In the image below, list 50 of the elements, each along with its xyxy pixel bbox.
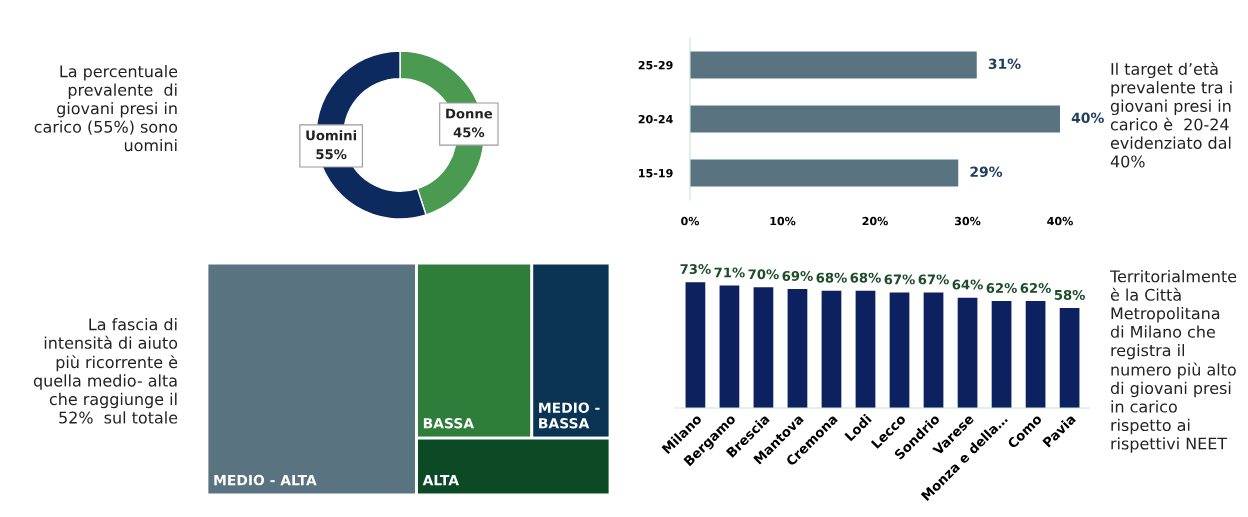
data-label: 73%	[680, 264, 711, 275]
bar	[787, 289, 808, 408]
category-label: MEDIO - ALTA	[214, 474, 317, 486]
slice-label: Donne	[446, 108, 493, 119]
text: La fascia di intensità di aiuto più ricorrente è quella medio- alta che raggiunge il 52% sul totale	[33, 318, 178, 424]
bar	[719, 285, 740, 408]
y-tick-label: 20-24	[638, 114, 673, 124]
category-label: ALTA	[422, 475, 459, 486]
bar	[1059, 308, 1080, 408]
text: Territorialmente è la Città Metropolitana di Milano che registra il numero più alto di giovani presi in carico rispetto ai rispettivi NEET	[1109, 270, 1237, 453]
data-label: 55%	[316, 149, 347, 160]
bar	[923, 292, 944, 408]
data-label: 68%	[816, 272, 847, 283]
bar	[855, 290, 876, 408]
category-label: BASSA	[423, 418, 474, 429]
data-label: 62%	[1020, 283, 1051, 293]
data-label: 70%	[748, 269, 779, 280]
bar	[753, 287, 774, 408]
data-label: 31%	[988, 58, 1021, 70]
data-label: 71%	[714, 267, 745, 278]
x-tick-label: 40%	[1047, 216, 1073, 226]
bar	[690, 159, 959, 187]
y-tick-label: 25-29	[638, 60, 673, 70]
data-label: 29%	[970, 166, 1003, 178]
data-label: 62%	[986, 283, 1017, 293]
bar	[685, 282, 706, 408]
bar	[889, 292, 910, 408]
category-label: MEDIO - BASSA	[539, 402, 600, 429]
bar	[1025, 301, 1046, 408]
x-tick-label: 10%	[770, 216, 796, 226]
data-label: 40%	[1071, 112, 1104, 124]
x-tick-label: 0%	[681, 216, 700, 226]
slice-label: Uomini	[306, 130, 357, 141]
bar	[821, 290, 842, 408]
data-label: 67%	[918, 274, 949, 285]
text: La percentuale prevalente di giovani presi in carico (55%) sono uomini	[34, 65, 178, 152]
bar	[957, 297, 978, 408]
data-label: 69%	[782, 270, 813, 281]
x-tick-label: 30%	[954, 216, 981, 226]
bar	[690, 51, 977, 79]
data-label: 68%	[850, 272, 881, 283]
bar	[690, 105, 1060, 133]
x-tick-label: 20%	[862, 216, 888, 226]
text: Il target d’età prevalente tra i giovani presi in carico è 20-24 evidenziato dal 40%	[1110, 62, 1232, 168]
data-label: 45%	[453, 127, 485, 138]
data-label: 67%	[884, 274, 915, 285]
bar	[991, 301, 1012, 408]
data-label: 64%	[952, 279, 983, 290]
y-tick-label: 15-19	[639, 168, 673, 178]
data-label: 58%	[1054, 289, 1085, 300]
